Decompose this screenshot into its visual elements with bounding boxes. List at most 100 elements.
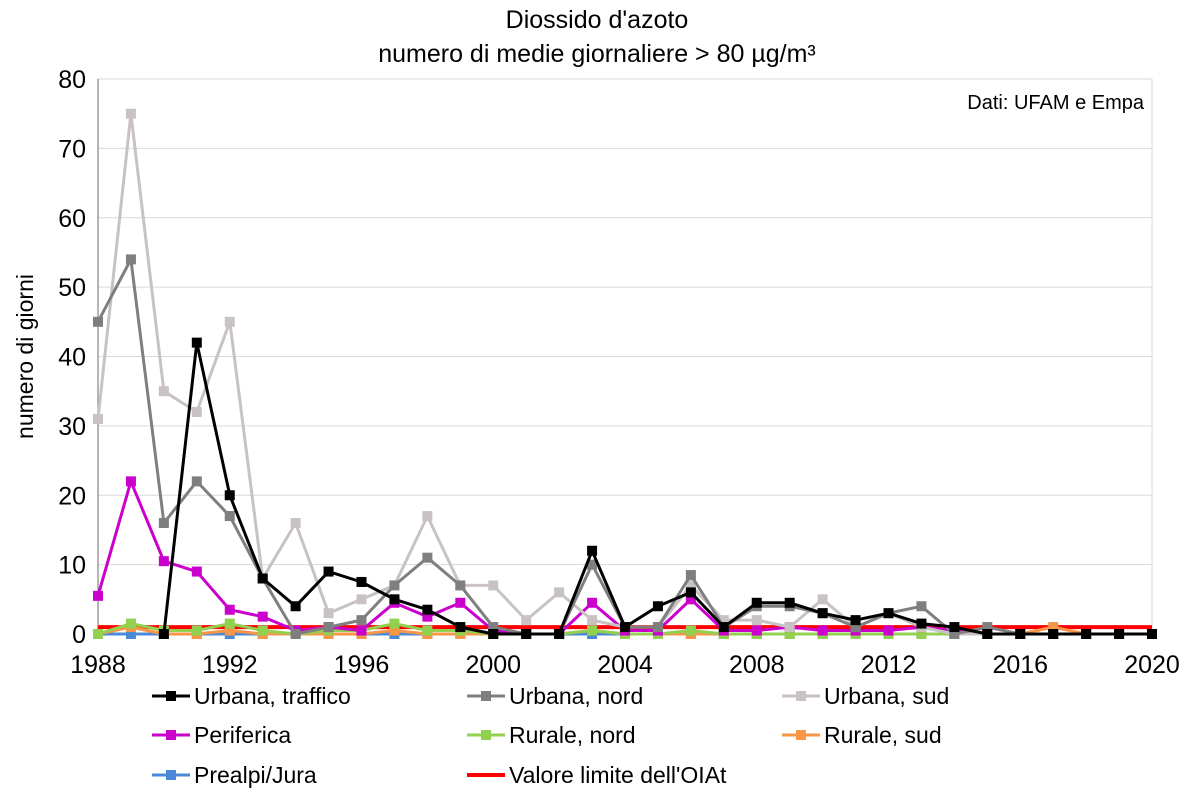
data-point bbox=[587, 625, 598, 636]
data-point bbox=[191, 566, 202, 577]
legend-marker bbox=[166, 770, 176, 780]
data-point bbox=[125, 108, 136, 119]
data-point bbox=[125, 254, 136, 265]
data-point bbox=[224, 618, 235, 629]
data-point bbox=[356, 594, 367, 605]
data-point bbox=[883, 608, 894, 619]
data-point bbox=[290, 601, 301, 612]
chart-subtitle: numero di medie giornaliere > 80 µg/m³ bbox=[378, 40, 816, 68]
data-point bbox=[587, 545, 598, 556]
data-point bbox=[751, 625, 762, 636]
y-tick-label: 50 bbox=[58, 274, 86, 302]
data-point bbox=[488, 622, 499, 633]
data-point bbox=[455, 580, 466, 591]
data-point bbox=[93, 629, 103, 639]
data-point bbox=[191, 337, 202, 348]
legend-label: Periferica bbox=[194, 721, 292, 748]
x-tick-label: 1992 bbox=[202, 651, 258, 679]
data-point bbox=[949, 622, 960, 633]
data-point bbox=[685, 587, 696, 598]
legend-item: Urbana, traffico bbox=[150, 681, 351, 711]
data-point bbox=[1048, 622, 1059, 633]
data-point bbox=[224, 490, 235, 501]
legend-marker bbox=[796, 691, 806, 701]
data-point bbox=[718, 622, 729, 633]
data-point bbox=[587, 597, 598, 608]
y-axis-title: numero di giorni bbox=[12, 274, 38, 439]
legend-swatch bbox=[782, 730, 820, 740]
data-point bbox=[916, 629, 927, 639]
legend-swatch bbox=[782, 691, 820, 701]
data-point bbox=[620, 622, 630, 633]
data-point bbox=[718, 615, 729, 626]
data-point bbox=[422, 625, 433, 636]
data-point bbox=[125, 629, 136, 639]
data-point bbox=[224, 625, 235, 636]
data-point bbox=[389, 594, 400, 605]
data-point bbox=[850, 615, 861, 626]
data-point bbox=[685, 570, 696, 581]
data-point bbox=[587, 559, 598, 570]
data-point bbox=[916, 601, 927, 612]
data-point bbox=[257, 573, 268, 584]
data-point bbox=[652, 601, 663, 612]
x-tick-label: 2016 bbox=[992, 651, 1048, 679]
data-point bbox=[158, 556, 169, 567]
data-point bbox=[389, 625, 400, 636]
data-point bbox=[685, 580, 696, 591]
x-tick-label: 1988 bbox=[70, 651, 126, 679]
data-point bbox=[982, 629, 993, 639]
data-point bbox=[455, 622, 466, 633]
legend-swatch bbox=[152, 691, 190, 701]
data-point bbox=[290, 629, 301, 639]
data-point bbox=[685, 625, 696, 636]
data-point bbox=[422, 611, 433, 622]
data-point bbox=[916, 618, 927, 629]
data-point bbox=[356, 576, 367, 587]
data-point bbox=[93, 590, 103, 601]
series-line bbox=[162, 341, 1152, 636]
legend-swatch bbox=[152, 730, 190, 740]
data-point bbox=[817, 594, 828, 605]
data-point bbox=[422, 604, 433, 615]
data-point bbox=[1081, 629, 1092, 639]
data-point bbox=[125, 618, 136, 629]
data-point bbox=[817, 625, 828, 636]
data-point bbox=[949, 629, 960, 639]
legend-swatch bbox=[467, 691, 505, 701]
data-point bbox=[685, 594, 696, 605]
x-tick-label: 2020 bbox=[1124, 651, 1180, 679]
data-point bbox=[93, 316, 103, 327]
legend-label: Urbana, sud bbox=[824, 682, 950, 709]
data-point bbox=[323, 622, 334, 633]
y-tick-label: 30 bbox=[58, 413, 86, 441]
data-point bbox=[784, 622, 795, 633]
data-point bbox=[191, 407, 202, 417]
data-point bbox=[323, 608, 334, 619]
data-point bbox=[1015, 629, 1026, 639]
data-point bbox=[93, 413, 103, 424]
y-tick-label: 40 bbox=[58, 344, 86, 372]
y-tick-label: 80 bbox=[58, 66, 86, 94]
data-point bbox=[389, 618, 400, 629]
data-point bbox=[982, 622, 993, 633]
legend-item: Urbana, nord bbox=[465, 681, 643, 711]
legend-label: Rurale, nord bbox=[509, 721, 636, 748]
data-point bbox=[323, 566, 334, 577]
legend-item: Periferica bbox=[150, 720, 291, 750]
data-point bbox=[257, 625, 268, 636]
y-tick-label: 10 bbox=[58, 552, 86, 580]
data-point bbox=[1114, 629, 1125, 639]
series-urbana-nord bbox=[93, 254, 1157, 639]
data-point bbox=[587, 615, 598, 626]
data-point bbox=[488, 629, 499, 639]
legend-item: Valore limite dell'OIAt bbox=[465, 760, 726, 790]
data-point bbox=[356, 625, 367, 636]
y-tick-label: 20 bbox=[58, 482, 86, 510]
data-point bbox=[224, 511, 235, 522]
data-point bbox=[521, 615, 532, 626]
legend-label: Urbana, traffico bbox=[194, 682, 351, 709]
legend-item: Urbana, sud bbox=[780, 681, 949, 711]
chart-title: Diossido d'azoto bbox=[505, 6, 689, 34]
